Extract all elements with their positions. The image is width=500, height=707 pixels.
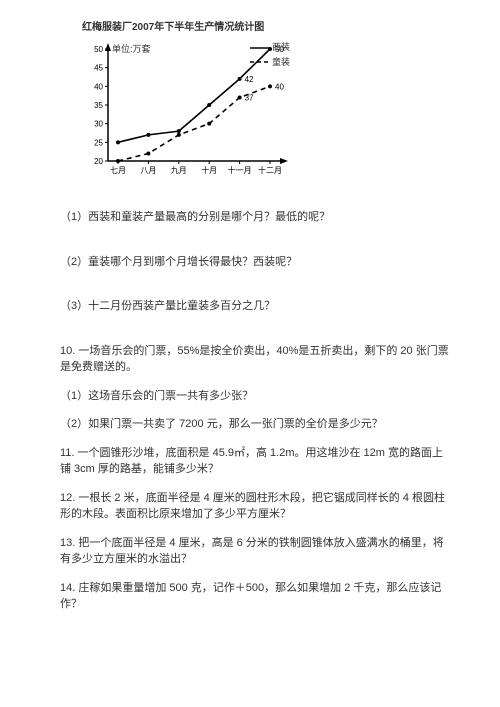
svg-text:37: 37: [245, 94, 254, 103]
problem-set: 10. 一场音乐会的门票，55%是按全价卖出，40%是五折卖出，剩下的 20 张…: [60, 343, 450, 613]
svg-text:八月: 八月: [140, 166, 156, 175]
chart-questions: （1）西装和童装产量最高的分别是哪个月？最低的呢？ （2）童装哪个月到哪个月增长…: [60, 209, 450, 315]
svg-text:25: 25: [94, 138, 103, 147]
question-2: （2）童装哪个月到哪个月增长得最快？西装呢？: [60, 254, 450, 271]
unit-label: 单位:万套: [112, 43, 151, 57]
question-10-1: （1）这场音乐会的门票一共有多少张？: [60, 388, 450, 405]
question-12: 12. 一根长 2 米，底面半径是 4 厘米的圆柱形木段，把它锯成同样长的 4 …: [60, 490, 450, 523]
svg-text:40: 40: [275, 82, 284, 91]
legend-series2: 童装: [272, 56, 290, 70]
legend: 西装 童装: [250, 41, 290, 70]
legend-series1: 西装: [272, 41, 290, 55]
svg-text:十月: 十月: [201, 165, 217, 175]
question-1: （1）西装和童装产量最高的分别是哪个月？最低的呢？: [60, 209, 450, 226]
question-13: 13. 把一个底面半径是 4 厘米，高是 6 分米的铁制圆锥体放入盛满水的桶里，…: [60, 535, 450, 568]
chart-canvas: 单位:万套 西装 童装 20 25 30 35 40 45 50 七月 八月 九月 十月 十一月十二月…: [80, 39, 300, 179]
svg-text:20: 20: [94, 157, 103, 166]
svg-text:七月: 七月: [110, 166, 126, 175]
question-3: （3）十二月份西装产量比童装多百分之几？: [60, 298, 450, 315]
question-10-2: （2）如果门票一共卖了 7200 元，那么一张门票的全价是多少元？: [60, 416, 450, 433]
question-10-intro: 10. 一场音乐会的门票，55%是按全价卖出，40%是五折卖出，剩下的 20 张…: [60, 343, 450, 376]
svg-text:45: 45: [94, 64, 103, 73]
svg-text:十二月: 十二月: [258, 165, 282, 175]
svg-text:50: 50: [94, 45, 103, 54]
chart-figure: 红梅服装厂2007年下半年生产情况统计图 单位:万套 西装 童装 20 25 30 3…: [80, 20, 450, 179]
svg-text:30: 30: [94, 120, 103, 129]
chart-title: 红梅服装厂2007年下半年生产情况统计图: [82, 20, 450, 35]
question-11: 11. 一个圆锥形沙堆，底面积是 45.9㎡，高 1.2m。用这堆沙在 12m …: [60, 445, 450, 478]
svg-text:九月: 九月: [171, 166, 187, 175]
svg-text:40: 40: [94, 82, 103, 91]
svg-text:35: 35: [94, 101, 103, 110]
svg-text:42: 42: [245, 75, 254, 84]
svg-text:十一月: 十一月: [228, 165, 252, 175]
question-14: 14. 庄稼如果重量增加 500 克，记作＋500，那么如果增加 2 千克，那么…: [60, 580, 450, 613]
